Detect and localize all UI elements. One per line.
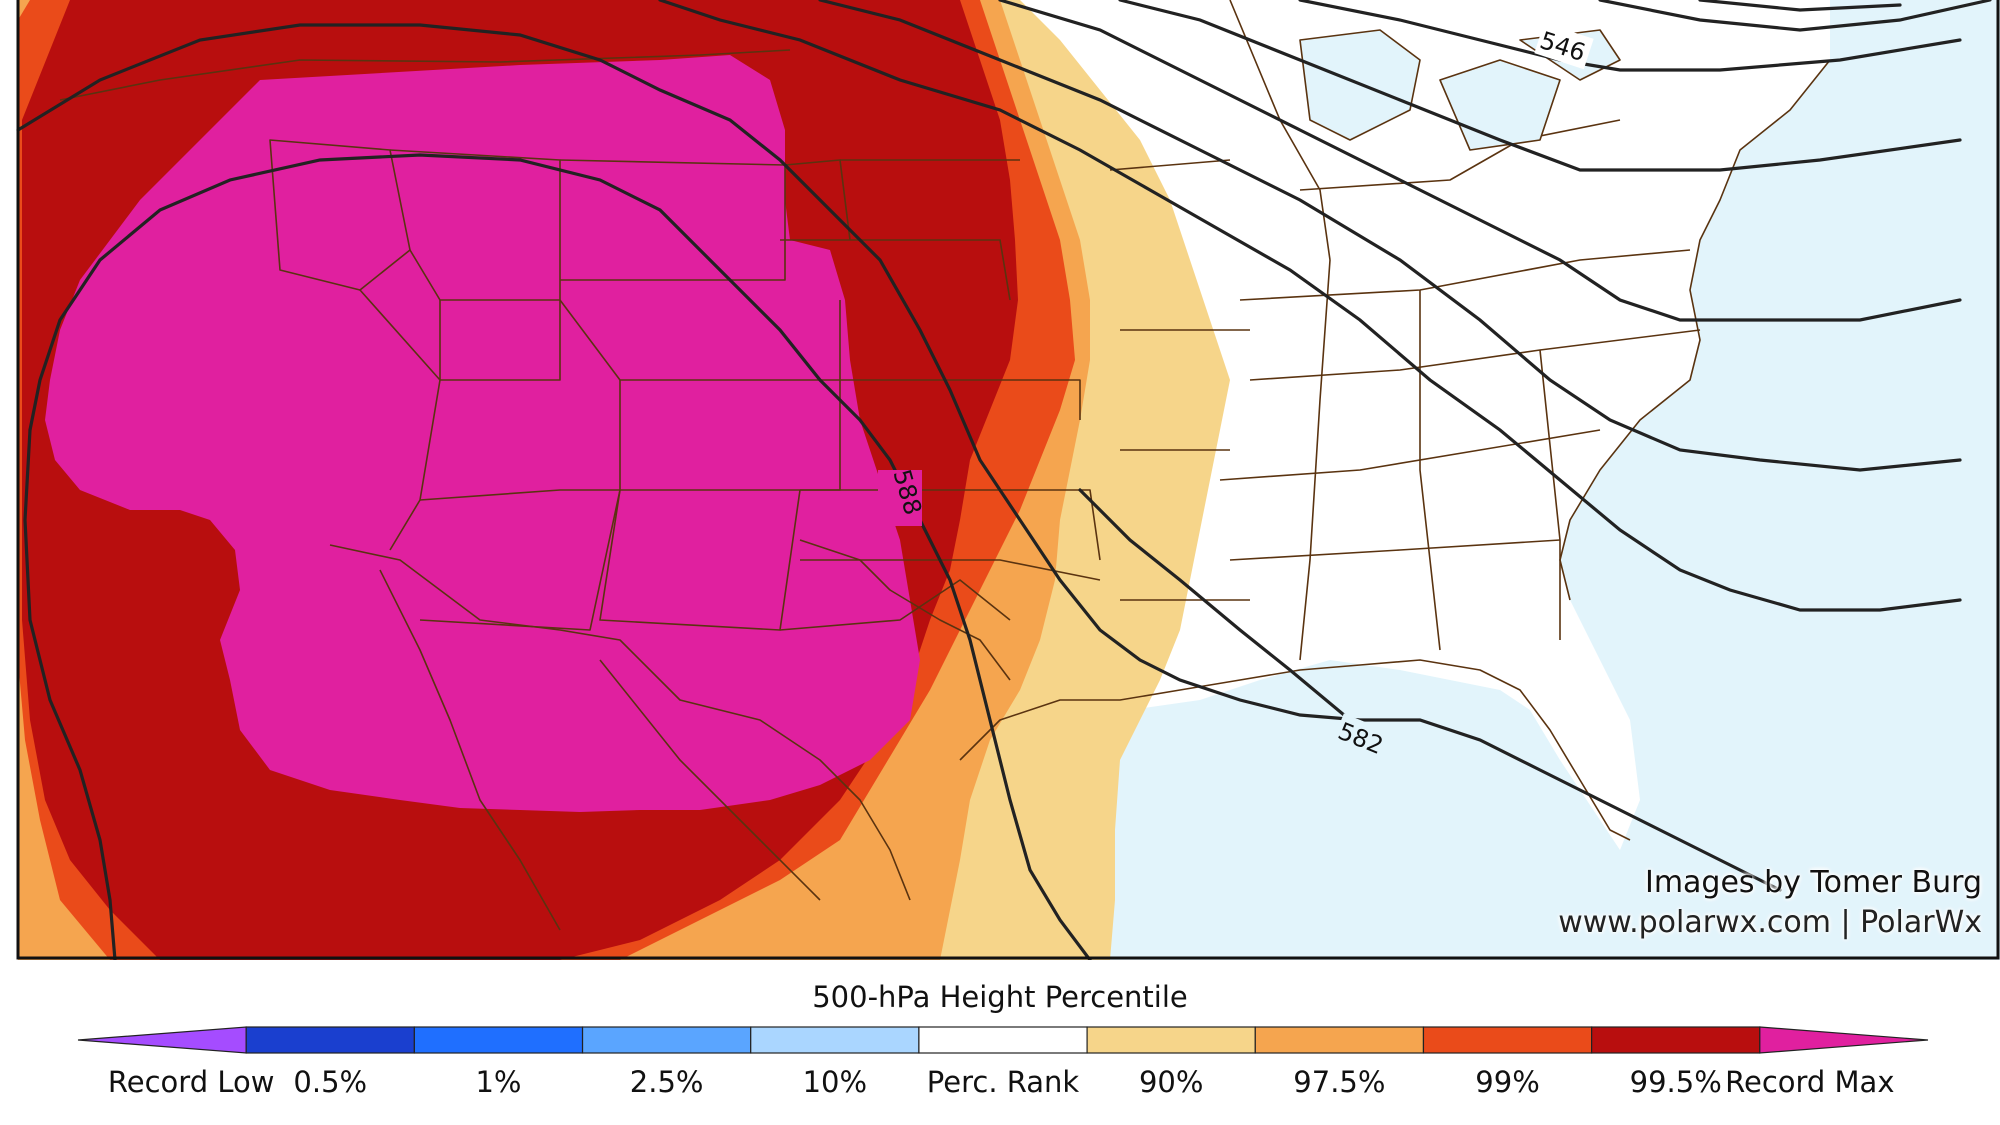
colorbar-label: 97.5% xyxy=(1293,1065,1386,1099)
map-frame xyxy=(16,0,2000,960)
shade-record-max xyxy=(45,55,920,812)
colorbar-arrow-low xyxy=(77,1026,247,1054)
colorbar-label: 2.5% xyxy=(629,1065,704,1099)
contour-east-1 xyxy=(658,0,1962,612)
colorbar-segment xyxy=(1254,1026,1425,1054)
contour-inner-west xyxy=(23,428,117,960)
colorbar-segment xyxy=(581,1026,752,1054)
map-panel: 546 588 582 Images by Tomer Burg www.pol… xyxy=(16,0,2000,960)
colorbar-label: 99% xyxy=(1475,1065,1540,1099)
credit-author: Images by Tomer Burg xyxy=(1644,865,1982,900)
contour-east-3 xyxy=(998,0,1962,322)
colorbar-label: 90% xyxy=(1138,1065,1204,1099)
colorbar-segment xyxy=(1086,1026,1256,1054)
contour-588 xyxy=(28,153,1092,960)
colorbar-segment xyxy=(1591,1026,1761,1054)
colorbar-title: 500-hPa Height Percentile xyxy=(812,980,1188,1014)
coastline-gulf xyxy=(959,659,1631,841)
height-contours xyxy=(16,0,1992,960)
contour-east-7 xyxy=(1698,0,1902,12)
colorbar-label: Perc. Rank xyxy=(926,1065,1080,1099)
contour-outer-ridge xyxy=(16,23,1782,892)
colorbar-label: 99.5% xyxy=(1629,1065,1722,1099)
contour-labels: 546 588 582 xyxy=(878,22,1594,763)
border-canada-us xyxy=(59,49,791,101)
colorbar-arrow-high xyxy=(1759,1026,1929,1054)
colorbar-label: Record Low xyxy=(107,1065,275,1099)
contour-546 xyxy=(1298,0,1962,72)
colorbar-segment xyxy=(1422,1026,1593,1054)
state-borders xyxy=(59,0,1831,931)
border-us-mexico xyxy=(329,544,911,901)
coastline-atlantic xyxy=(1559,59,1831,601)
colorbar-label: 1% xyxy=(475,1065,522,1099)
colorbar-segment xyxy=(750,1026,920,1054)
colorbar-segment xyxy=(413,1026,584,1054)
colorbar-label: Record Max xyxy=(1725,1065,1895,1099)
colorbar xyxy=(77,1026,1929,1054)
contour-east-2 xyxy=(818,0,1962,472)
credit-website: www.polarwx.com | PolarWx xyxy=(1558,905,1982,940)
colorbar-segment xyxy=(918,1026,1088,1054)
height-percentile-map: 546 588 582 xyxy=(16,0,2000,960)
colorbar-segment xyxy=(245,1026,415,1054)
colorbar-label: 0.5% xyxy=(293,1065,368,1099)
contour-east-4 xyxy=(1118,0,1962,172)
colorbar-label: 10% xyxy=(802,1065,868,1099)
contour-east-6 xyxy=(1598,0,1992,32)
